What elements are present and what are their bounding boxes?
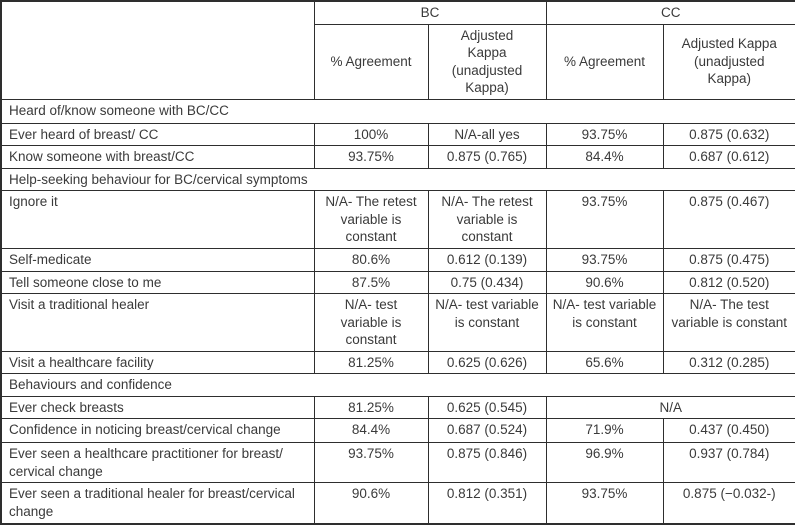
row-label: Ever seen a healthcare practitioner for … <box>0 442 315 484</box>
cell-cc-agreement: 90.6% <box>545 270 664 295</box>
table-row: Ever seen a traditional healer for breas… <box>0 482 795 525</box>
table-row: Ignore it N/A- The retest variable is co… <box>0 190 795 250</box>
table-row: Tell someone close to me 87.5% 0.75 (0.4… <box>0 270 795 295</box>
cell-cc-kappa: N/A- The test variable is constant <box>662 293 795 352</box>
cell-cc-agreement: N/A- test variable is constant <box>545 293 664 352</box>
section-label: Help-seeking behaviour for BC/cervical s… <box>0 167 795 192</box>
cell-bc-kappa: 0.812 (0.351) <box>427 482 547 525</box>
cell-bc-agreement: 87.5% <box>313 270 429 295</box>
col-header-cc-agreement: % Agreement <box>545 23 664 100</box>
cell-cc-kappa: 0.437 (0.450) <box>662 418 795 444</box>
cell-cc-agreement: 93.75% <box>545 482 664 525</box>
cell-bc-kappa: 0.612 (0.139) <box>427 248 547 272</box>
col-header-bc-agreement: % Agreement <box>313 23 429 100</box>
cell-cc-kappa: 0.875 (−0.032-) <box>662 482 795 525</box>
cell-bc-agreement: 90.6% <box>313 482 429 525</box>
section-label: Heard of/know someone with BC/CC <box>0 98 795 124</box>
row-label: Ever heard of breast/ CC <box>0 122 315 147</box>
cell-cc-agreement: 93.75% <box>545 190 664 250</box>
col-header-cc-kappa: Adjusted Kappa (unadjusted Kappa) <box>662 23 795 100</box>
row-label: Visit a traditional healer <box>0 293 315 352</box>
cell-bc-agreement: 93.75% <box>313 442 429 484</box>
row-label: Ever seen a traditional healer for breas… <box>0 482 315 525</box>
cell-cc-kappa: 0.812 (0.520) <box>662 270 795 295</box>
section-row: Behaviours and confidence <box>0 373 795 397</box>
cell-cc-agreement: 93.75% <box>545 122 664 147</box>
cell-bc-kappa: 0.75 (0.434) <box>427 270 547 295</box>
cell-cc-kappa: 0.875 (0.475) <box>662 248 795 272</box>
cell-cc-kappa: 0.312 (0.285) <box>662 350 795 375</box>
col-header-bc-kappa: Adjusted Kappa (unadjusted Kappa) <box>427 23 547 100</box>
cell-cc-merged-na: N/A <box>545 395 795 420</box>
cell-bc-kappa: N/A- test variable is constant <box>427 293 547 352</box>
table-group-header-row: BC CC <box>0 0 795 100</box>
table-row: Ever heard of breast/ CC 100% N/A-all ye… <box>0 122 795 147</box>
cell-cc-agreement: 71.9% <box>545 418 664 444</box>
row-label: Ignore it <box>0 190 315 250</box>
cell-bc-kappa: 0.625 (0.545) <box>427 395 547 420</box>
row-label: Tell someone close to me <box>0 270 315 295</box>
cell-cc-agreement: 65.6% <box>545 350 664 375</box>
row-label: Self-medicate <box>0 248 315 272</box>
table-row: Ever check breasts 81.25% 0.625 (0.545) … <box>0 395 795 420</box>
cell-bc-agreement: 81.25% <box>313 350 429 375</box>
row-label: Know someone with breast/CC <box>0 145 315 169</box>
cell-cc-agreement: 96.9% <box>545 442 664 484</box>
table-row: Visit a healthcare facility 81.25% 0.625… <box>0 350 795 375</box>
group-header-bc: BC <box>313 0 547 25</box>
group-header-cc: CC <box>545 0 795 25</box>
table-row: Self-medicate 80.6% 0.612 (0.139) 93.75%… <box>0 248 795 272</box>
cell-bc-agreement: 84.4% <box>313 418 429 444</box>
cell-bc-kappa: 0.875 (0.846) <box>427 442 547 484</box>
table-column-header-row: % Agreement Adjusted Kappa (unadjusted K… <box>1 23 795 100</box>
table-row: Know someone with breast/CC 93.75% 0.875… <box>0 145 795 169</box>
cell-cc-kappa: 0.875 (0.632) <box>662 122 795 147</box>
cell-cc-agreement: 93.75% <box>545 248 664 272</box>
cell-cc-kappa: 0.875 (0.467) <box>662 190 795 250</box>
cell-bc-kappa: 0.625 (0.626) <box>427 350 547 375</box>
row-label: Confidence in noticing breast/cervical c… <box>0 418 315 444</box>
row-label: Ever check breasts <box>0 395 315 420</box>
cell-cc-kappa: 0.937 (0.784) <box>662 442 795 484</box>
cell-bc-kappa: N/A- The retest variable is constant <box>427 190 547 250</box>
section-row: Heard of/know someone with BC/CC <box>0 98 795 124</box>
cell-bc-kappa: 0.687 (0.524) <box>427 418 547 444</box>
cell-bc-agreement: 93.75% <box>313 145 429 169</box>
cell-bc-agreement: 80.6% <box>313 248 429 272</box>
cell-bc-kappa: N/A-all yes <box>427 122 547 147</box>
table-row: Ever seen a healthcare practitioner for … <box>0 442 795 484</box>
cell-bc-agreement: 100% <box>313 122 429 147</box>
table-row: Confidence in noticing breast/cervical c… <box>0 418 795 444</box>
cell-bc-agreement: N/A- The retest variable is constant <box>313 190 429 250</box>
cell-bc-agreement: N/A- test variable is constant <box>313 293 429 352</box>
corner-cell <box>0 0 315 100</box>
cell-bc-kappa: 0.875 (0.765) <box>427 145 547 169</box>
cell-cc-kappa: 0.687 (0.612) <box>662 145 795 169</box>
row-label: Visit a healthcare facility <box>0 350 315 375</box>
section-row: Help-seeking behaviour for BC/cervical s… <box>0 167 795 192</box>
cell-bc-agreement: 81.25% <box>313 395 429 420</box>
table-row: Visit a traditional healer N/A- test var… <box>0 293 795 352</box>
cell-cc-agreement: 84.4% <box>545 145 664 169</box>
section-label: Behaviours and confidence <box>0 373 795 397</box>
